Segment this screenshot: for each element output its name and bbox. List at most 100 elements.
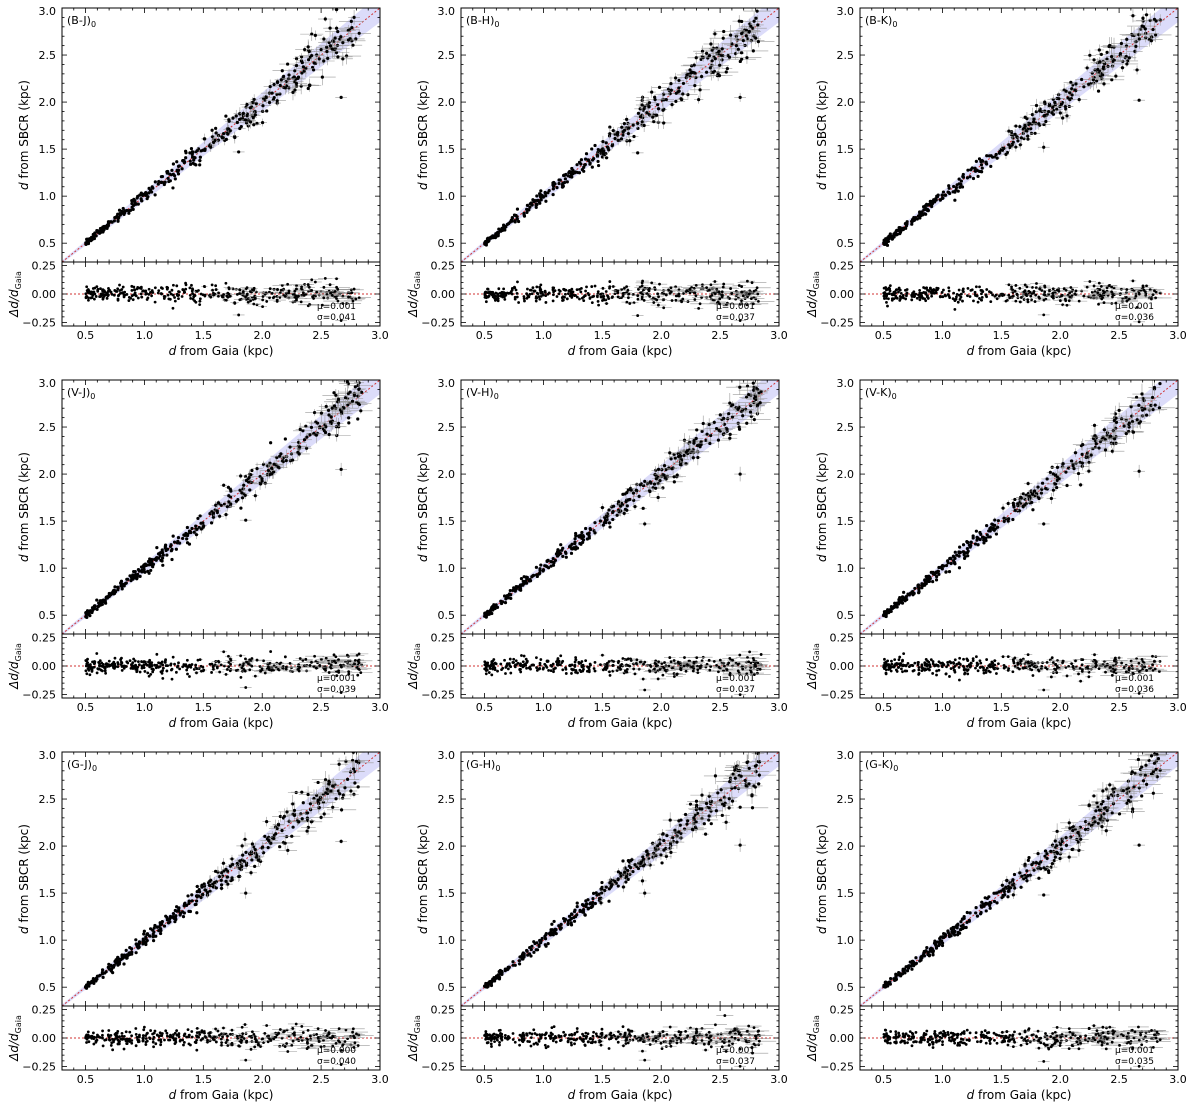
residual-point xyxy=(198,303,202,307)
data-point xyxy=(1034,103,1039,108)
data-point xyxy=(185,525,189,530)
data-point xyxy=(272,82,276,87)
residual-point xyxy=(591,295,594,299)
residual-point xyxy=(184,281,188,285)
main-plot-area xyxy=(62,8,380,262)
residual-point xyxy=(1032,291,1036,295)
data-point xyxy=(590,147,594,151)
data-point xyxy=(647,105,651,109)
residual-point xyxy=(1022,298,1026,301)
data-point xyxy=(1010,133,1015,137)
residual-point xyxy=(543,290,547,294)
data-point xyxy=(568,175,572,179)
data-point xyxy=(543,191,547,195)
residual-point xyxy=(1042,313,1046,317)
data-point xyxy=(176,172,181,176)
residual-point xyxy=(961,299,964,303)
data-point xyxy=(195,527,199,531)
residual-point xyxy=(246,300,250,304)
data-point xyxy=(163,180,167,184)
residual-point xyxy=(957,288,961,292)
residual-point xyxy=(1001,294,1004,298)
residual-point xyxy=(544,294,548,298)
data-point xyxy=(288,445,292,449)
data-point xyxy=(336,397,341,401)
data-point xyxy=(1082,85,1086,89)
residual-point xyxy=(752,289,756,293)
data-point xyxy=(133,201,137,205)
data-point xyxy=(150,185,154,189)
data-point xyxy=(621,133,625,137)
residual-point xyxy=(571,290,575,294)
data-point xyxy=(705,51,709,55)
residual-point xyxy=(639,291,642,295)
data-point xyxy=(353,394,357,398)
data-point xyxy=(562,173,566,177)
residual-point xyxy=(1068,295,1072,299)
data-point xyxy=(156,552,161,556)
data-point xyxy=(153,180,157,184)
data-point xyxy=(310,32,314,36)
residual-point xyxy=(975,294,979,298)
data-point xyxy=(674,99,678,103)
residual-point xyxy=(1134,294,1138,298)
residual-point xyxy=(532,289,536,293)
data-point xyxy=(1009,130,1014,134)
residual-point xyxy=(662,306,666,310)
data-point xyxy=(151,565,155,569)
residual-point xyxy=(1023,289,1027,293)
data-point xyxy=(513,219,517,223)
residual-point xyxy=(1014,299,1018,303)
residual-point xyxy=(887,297,890,301)
residual-point xyxy=(737,284,741,287)
residual-point xyxy=(676,294,680,298)
data-point xyxy=(885,243,890,247)
data-point xyxy=(1141,16,1145,20)
residual-point xyxy=(1137,320,1141,324)
data-point xyxy=(608,132,612,136)
data-point xyxy=(1125,37,1129,41)
residual-point xyxy=(979,289,983,292)
residual-point xyxy=(1069,286,1073,289)
data-point xyxy=(584,152,589,156)
data-point xyxy=(1061,116,1065,120)
residual-point xyxy=(921,296,924,300)
data-point xyxy=(241,487,245,491)
residual-point xyxy=(175,292,179,296)
residual-point xyxy=(601,286,605,290)
residual-point xyxy=(1025,285,1029,289)
residual-point xyxy=(261,305,264,309)
data-point xyxy=(744,34,748,38)
data-point xyxy=(126,577,130,581)
residual-point xyxy=(483,293,487,297)
data-point xyxy=(215,510,219,515)
data-point xyxy=(722,29,726,34)
residual-point xyxy=(87,298,90,302)
data-point xyxy=(1137,37,1141,41)
data-point xyxy=(227,500,231,504)
data-point xyxy=(1057,97,1061,101)
data-point xyxy=(148,557,152,561)
data-point xyxy=(1018,143,1022,147)
residual-point xyxy=(293,289,297,293)
residual-point xyxy=(959,295,963,299)
residual-point xyxy=(484,290,488,294)
data-point xyxy=(503,228,507,232)
data-point xyxy=(169,549,174,553)
data-point xyxy=(640,95,645,99)
residual-point xyxy=(711,298,715,302)
data-point xyxy=(1050,111,1054,115)
data-point xyxy=(1096,89,1101,93)
residual-point xyxy=(140,295,144,299)
data-point xyxy=(595,153,600,157)
data-point xyxy=(359,390,364,394)
data-point xyxy=(709,42,713,46)
residual-point xyxy=(973,290,977,294)
residual-point xyxy=(227,287,231,291)
residual-point xyxy=(570,287,574,291)
residual-point xyxy=(701,283,704,287)
data-point xyxy=(955,183,959,187)
data-point xyxy=(101,228,106,232)
residual-point xyxy=(709,283,713,287)
data-point xyxy=(750,2,753,5)
